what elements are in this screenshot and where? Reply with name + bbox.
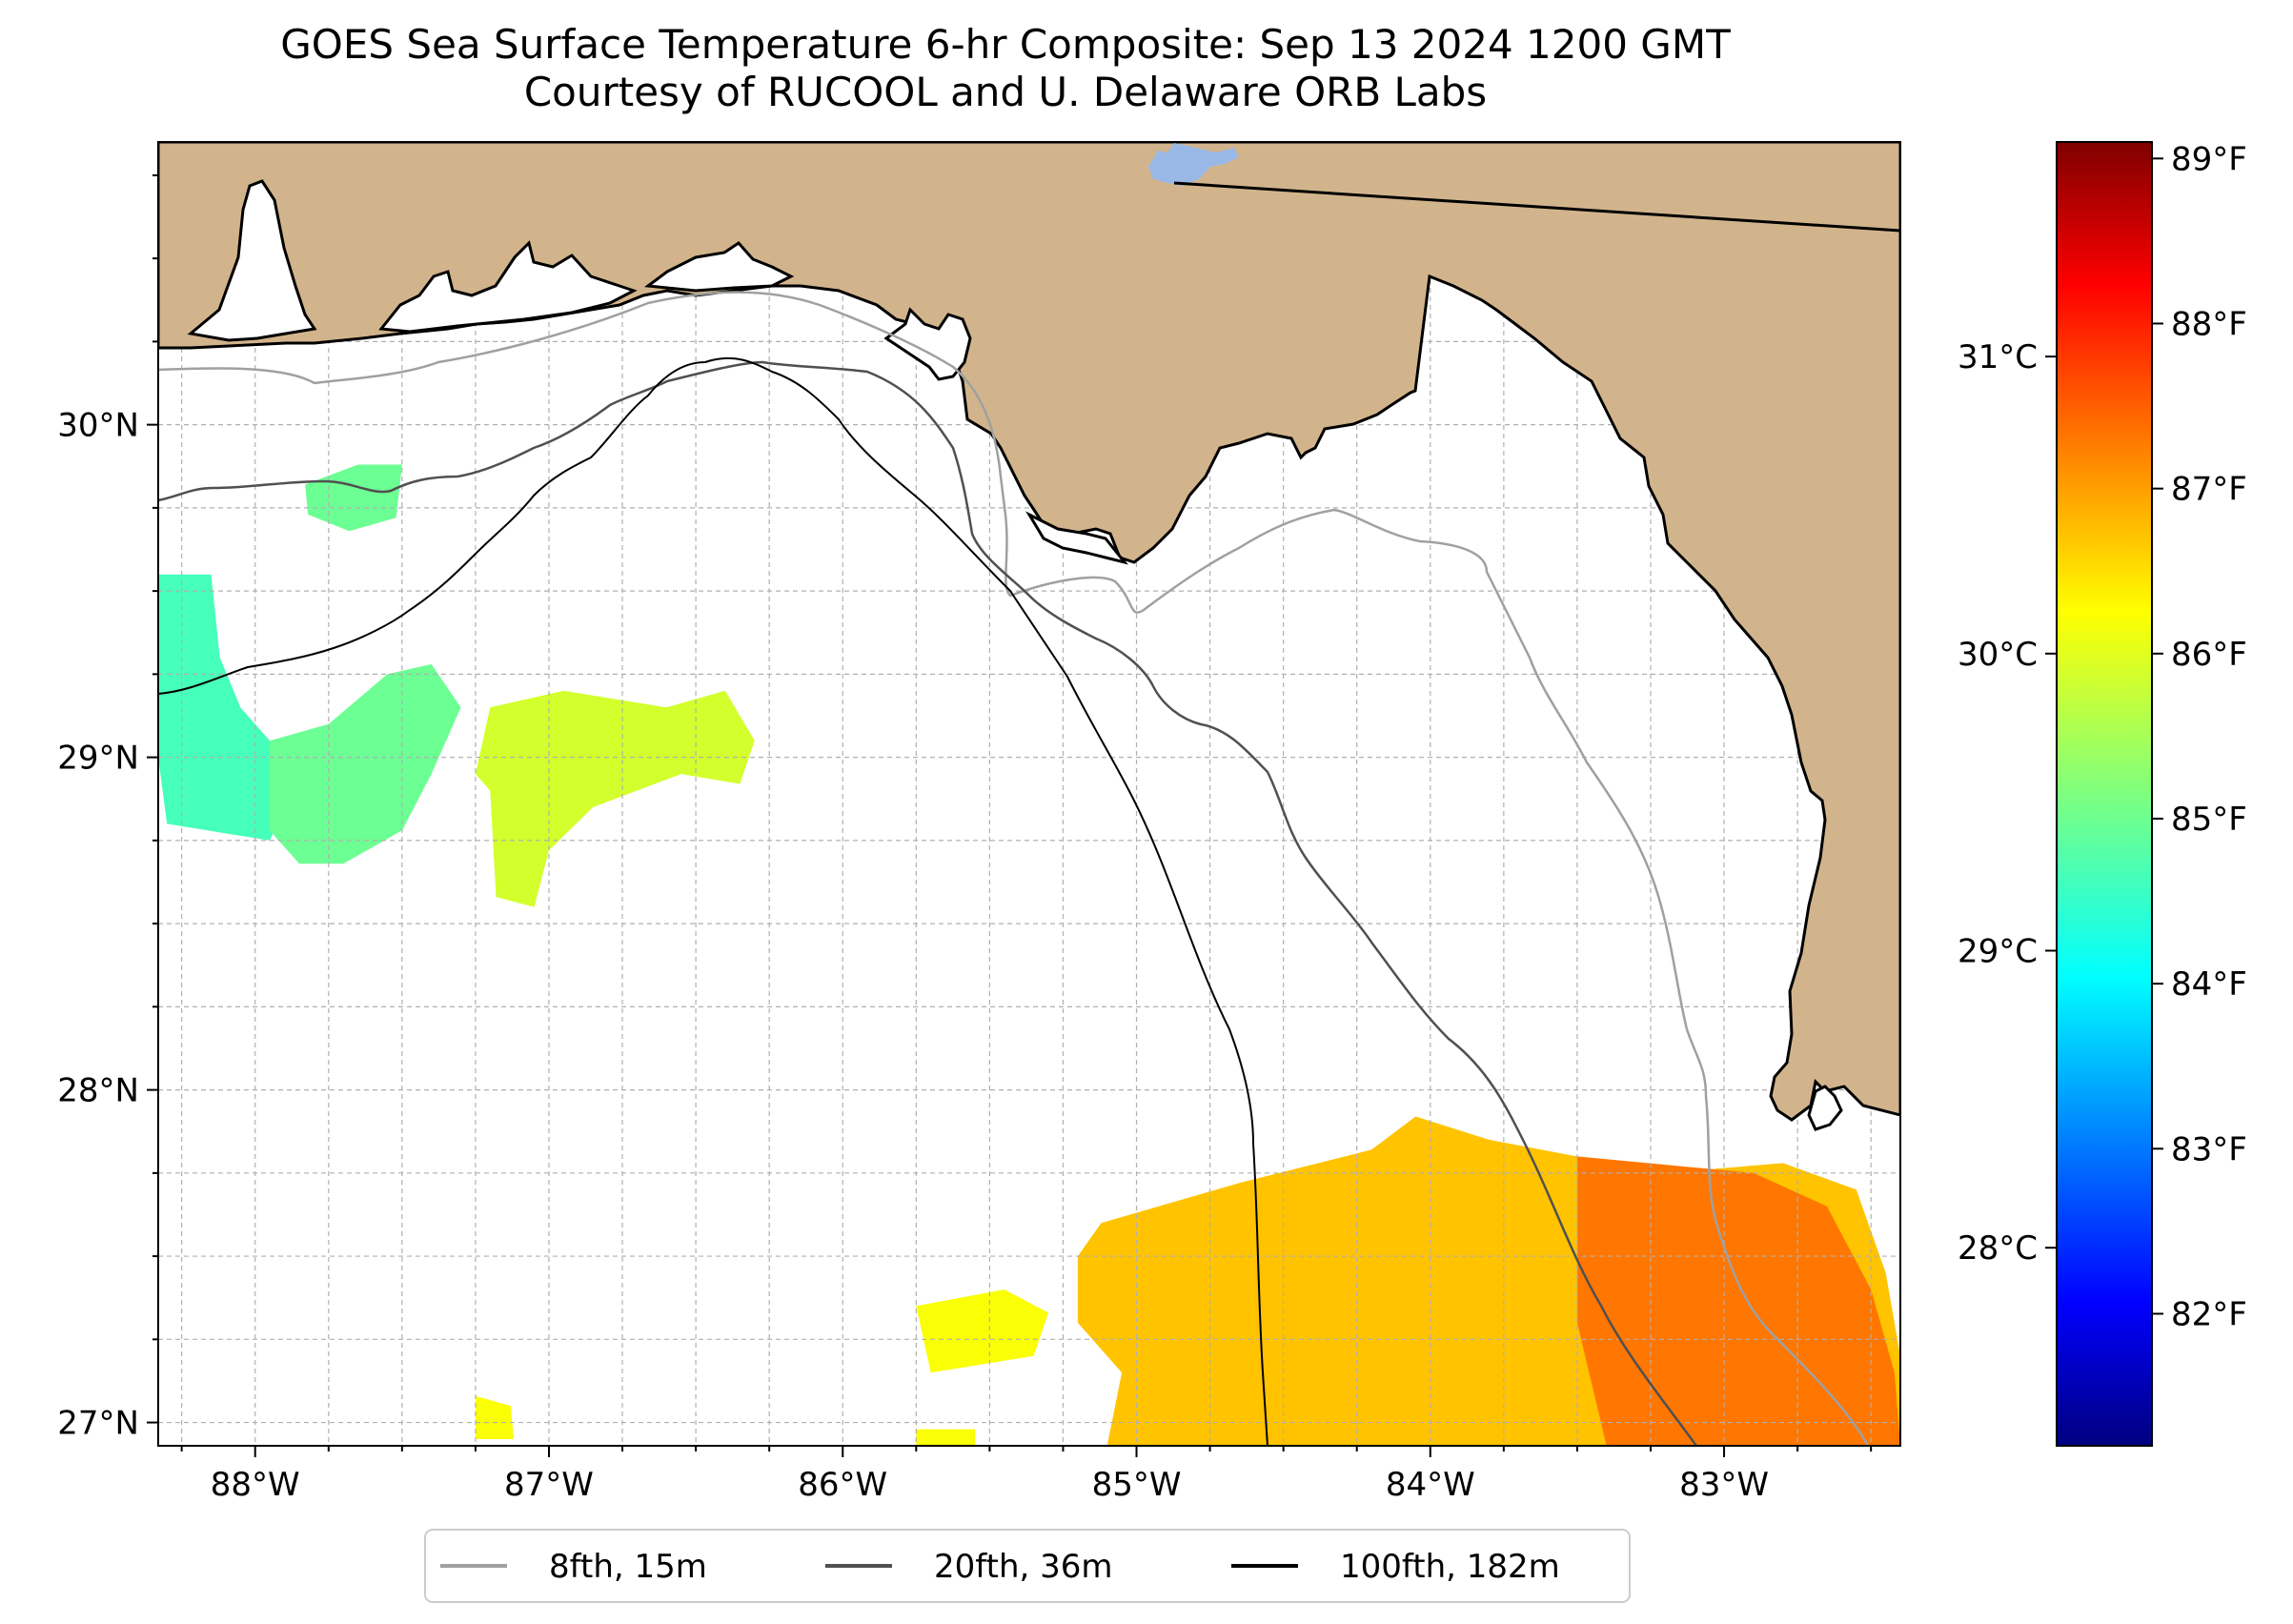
colorbar-f-tick-label: 87°F (2171, 471, 2247, 509)
colorbar-gradient (2056, 141, 2153, 1447)
patch-west-coast (158, 574, 285, 841)
lon-tick-label: 88°W (211, 1466, 300, 1504)
colorbar-f-tick-label: 86°F (2171, 636, 2247, 674)
contour-20fth (158, 360, 1698, 1446)
colorbar-f-tick-label: 83°F (2171, 1130, 2247, 1168)
mobile-bay (187, 179, 317, 342)
patch-south-east-warm (1576, 1156, 1900, 1446)
colorbar-f-tick-label: 85°F (2171, 801, 2247, 839)
legend-items: 8fth, 15m 20fth, 36m 100fth, 182m (440, 1548, 1560, 1586)
legend-label: 100fth, 182m (1340, 1548, 1560, 1586)
lat-tick-label: 28°N (57, 1072, 139, 1110)
contour-100fth (158, 356, 1268, 1446)
lon-tick-label: 84°W (1386, 1466, 1475, 1504)
choctawhatchee-bay (644, 241, 795, 293)
colorbar-f-tick-label: 89°F (2171, 140, 2247, 178)
state-border (1173, 181, 1900, 233)
apalachicola-bay (1025, 511, 1128, 565)
map-title-block: GOES Sea Surface Temperature 6-hr Compos… (0, 21, 2011, 116)
colorbar-c-tick-label: 31°C (1958, 338, 2038, 376)
lat-tick-label: 29°N (57, 740, 139, 778)
patch-south-small-2 (475, 1395, 514, 1439)
lon-tick-label: 83°W (1679, 1466, 1769, 1504)
patch-west-center (270, 663, 461, 864)
colorbar: 82°F 83°F 84°F 85°F 86°F 87°F 88°F 89°F 28°C 29°C… (1958, 140, 2247, 1447)
land (158, 142, 1900, 1122)
lon-tick-label: 87°W (504, 1466, 594, 1504)
contour-8fth (158, 291, 1870, 1446)
colorbar-f-tick-label: 82°F (2171, 1295, 2247, 1333)
lake-seminole (1148, 143, 1239, 186)
map-axes: 88°W 87°W 86°W 85°W 84°W 83°W 30°N 29°N 28°N 27°N (57, 173, 1873, 1504)
legend-label: 20fth, 36m (934, 1548, 1113, 1586)
lon-tick-label: 85°W (1092, 1466, 1182, 1504)
map-frame (157, 141, 1901, 1447)
legend-box (424, 1529, 1631, 1603)
colorbar-f-tick-label: 84°F (2171, 965, 2247, 1004)
map-title: GOES Sea Surface Temperature 6-hr Compos… (280, 21, 1731, 68)
lon-tick-label: 86°W (798, 1466, 887, 1504)
map-subtitle: Courtesy of RUCOOL and U. Delaware ORB L… (523, 69, 1488, 115)
lat-tick-label: 30°N (57, 407, 139, 445)
colorbar-c-tick-label: 29°C (1958, 933, 2038, 971)
colorbar-c-tick-label: 28°C (1958, 1229, 2038, 1268)
depth-contours (158, 291, 1870, 1446)
patch-south-small-1 (916, 1289, 1048, 1373)
st-andrew-bay (883, 307, 972, 381)
map-area (158, 142, 1900, 1446)
colorbar-c-tick-label: 30°C (1958, 636, 2038, 674)
depth-legend: 8fth, 15m 20fth, 36m 100fth, 182m (424, 1529, 1631, 1603)
patch-mid-band (475, 690, 755, 907)
patch-south-small-3 (916, 1429, 975, 1446)
lat-tick-label: 27°N (57, 1405, 139, 1443)
pensacola-bay (378, 240, 638, 334)
tampa-bay (1807, 1085, 1843, 1131)
colorbar-ticks: 82°F 83°F 84°F 85°F 86°F 87°F 88°F 89°F 28°C 29°C… (1958, 140, 2247, 1333)
legend-label: 8fth, 15m (549, 1548, 707, 1586)
colorbar-f-tick-label: 88°F (2171, 305, 2247, 343)
